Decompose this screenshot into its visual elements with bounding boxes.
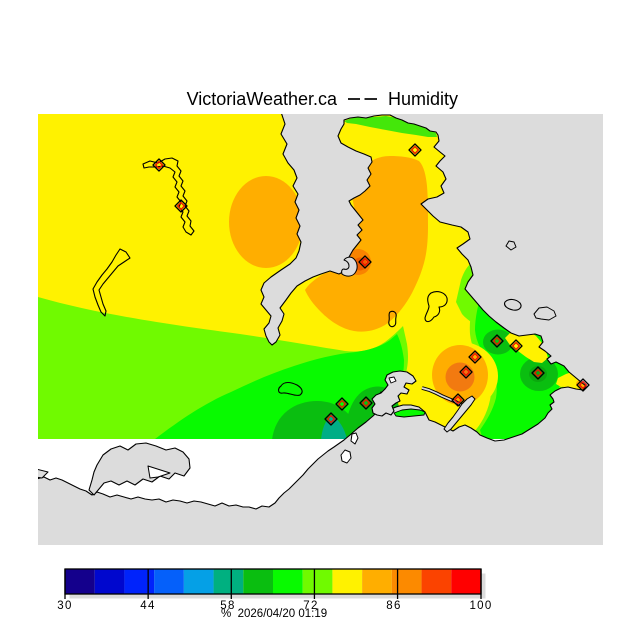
svg-text:86: 86	[386, 600, 401, 612]
svg-text:30: 30	[57, 600, 72, 612]
svg-text:72: 72	[303, 600, 318, 612]
svg-text:44: 44	[140, 600, 155, 612]
svg-text:VictoriaWeather.ca: VictoriaWeather.ca	[187, 89, 338, 109]
svg-text:Humidity: Humidity	[388, 89, 458, 109]
svg-text:58: 58	[220, 600, 235, 612]
svg-text:% 2026/04/20 01:19: % 2026/04/20 01:19	[221, 608, 327, 620]
svg-text:100: 100	[469, 600, 492, 612]
